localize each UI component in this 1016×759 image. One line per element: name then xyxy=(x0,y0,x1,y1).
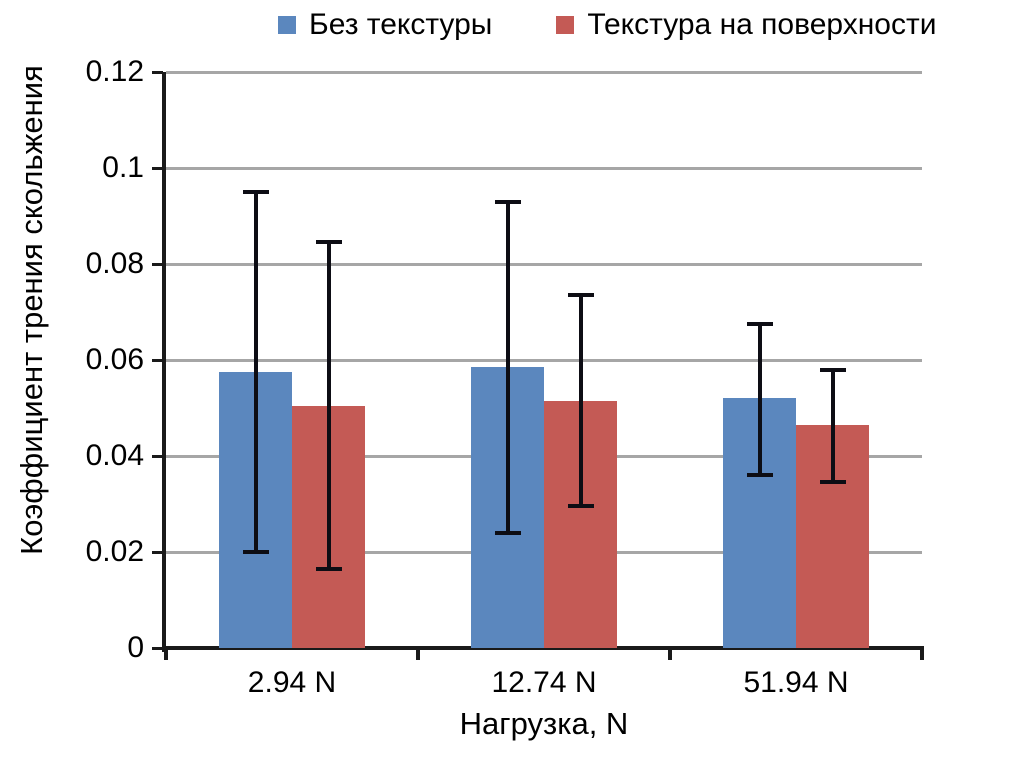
error-bar-cap-bottom xyxy=(242,550,269,554)
error-bar-cap-top xyxy=(567,293,594,298)
error-bar-line xyxy=(578,295,583,507)
error-bar-cap-top xyxy=(494,199,521,204)
y-axis-tick xyxy=(152,646,163,650)
error-bar-cap-bottom xyxy=(567,504,594,509)
x-axis-tick xyxy=(668,646,672,660)
legend-swatch-red-icon xyxy=(556,16,575,34)
y-tick-label: 0 xyxy=(127,631,144,664)
error-bar-cap-top xyxy=(746,322,773,326)
legend: Без текстуры Текстура на поверхности xyxy=(278,10,936,40)
error-bar-line xyxy=(505,201,510,533)
legend-item-no-texture: Без текстуры xyxy=(278,10,492,40)
gridline xyxy=(166,262,922,266)
y-axis-tick xyxy=(152,550,163,554)
x-axis-tick xyxy=(416,646,420,660)
error-bar-line xyxy=(326,242,331,569)
y-tick-label: 0.06 xyxy=(85,343,144,376)
x-axis-line xyxy=(162,646,922,650)
legend-label-no-texture: Без текстуры xyxy=(309,8,493,41)
y-tick-label: 0.02 xyxy=(85,535,144,568)
y-tick-label: 0.08 xyxy=(85,247,144,280)
error-bar-cap-top xyxy=(242,190,269,194)
legend-item-textured: Текстура на поверхности xyxy=(556,10,936,40)
error-bar-cap-top xyxy=(819,367,846,372)
y-tick-label: 0.04 xyxy=(85,439,144,472)
gridline xyxy=(166,70,922,74)
error-bar-line xyxy=(253,192,258,552)
error-bar-line xyxy=(830,369,835,483)
y-tick-label: 0.1 xyxy=(102,151,144,184)
error-bar-cap-top xyxy=(315,240,342,245)
x-tick-label: 12.74 N xyxy=(491,666,597,699)
gridline xyxy=(166,358,922,362)
x-tick-label: 2.94 N xyxy=(247,666,337,699)
x-axis-tick xyxy=(164,646,168,660)
error-bar-cap-bottom xyxy=(494,530,521,535)
y-axis-tick xyxy=(152,70,163,74)
x-axis-tick xyxy=(920,646,924,660)
y-axis-line xyxy=(162,72,166,652)
error-bar-cap-bottom xyxy=(819,480,846,485)
y-axis-tick xyxy=(152,262,163,266)
gridline xyxy=(166,166,922,170)
y-axis-tick xyxy=(152,166,163,170)
y-axis-tick xyxy=(152,454,163,458)
legend-swatch-blue-icon xyxy=(278,16,296,34)
error-bar-line xyxy=(757,324,762,476)
y-tick-label: 0.12 xyxy=(85,55,144,88)
error-bar-cap-bottom xyxy=(315,566,342,571)
x-axis-title: Нагрузка, N xyxy=(459,706,629,741)
legend-label-textured: Текстура на поверхности xyxy=(587,8,937,41)
x-tick-label: 51.94 N xyxy=(743,666,849,699)
y-axis-tick xyxy=(152,358,163,362)
error-bar-cap-bottom xyxy=(746,473,773,478)
